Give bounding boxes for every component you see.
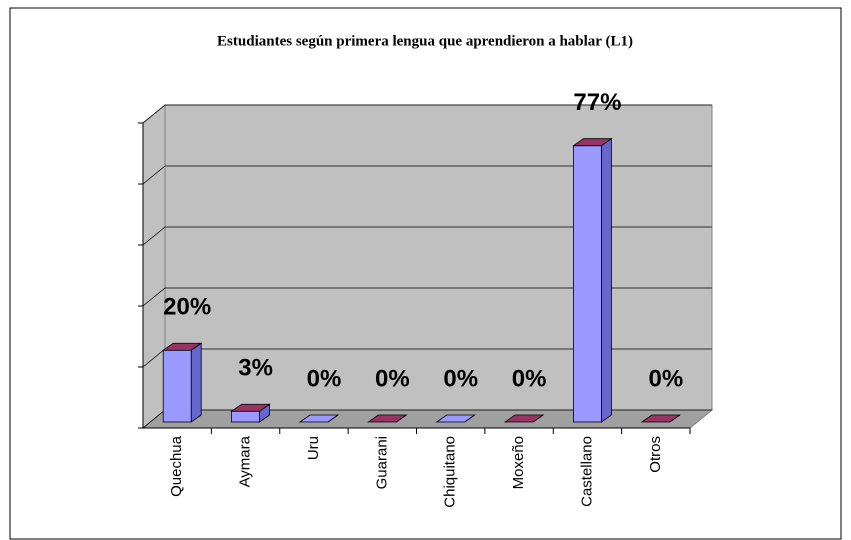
grid-line (142, 409, 166, 429)
grid-line (142, 348, 166, 368)
bar-top (161, 342, 203, 351)
x-tick-label: Guarani (373, 436, 390, 489)
x-tick-label: Uru (305, 436, 322, 460)
bar-top (367, 414, 408, 423)
bar-top (503, 414, 545, 423)
bar-top (298, 414, 340, 423)
bar-top (572, 138, 613, 147)
value-label: 0% (512, 365, 547, 392)
bar (231, 410, 260, 423)
side-wall (142, 103, 166, 430)
value-label: 0% (375, 365, 410, 392)
value-label: 0% (307, 365, 342, 392)
bar-top (435, 414, 476, 423)
bar (573, 145, 602, 423)
x-tick-label: Chiquitano (442, 436, 459, 508)
bar-side (601, 137, 612, 423)
x-tick-label: Moxeño (510, 436, 527, 489)
x-tick-label: Castellano (578, 436, 595, 507)
chart-title: Estudiantes según primera lengua que apr… (217, 33, 633, 49)
bar-top (640, 414, 682, 423)
x-tick-label: Otros (647, 436, 664, 473)
value-label: 0% (443, 365, 478, 392)
x-tick-label: Aymara (237, 435, 254, 487)
x-tick-label: Quechua (168, 435, 185, 497)
bar-side (190, 342, 202, 423)
value-label: 3% (238, 355, 273, 382)
bar-top (230, 403, 271, 412)
value-label: 20% (163, 294, 211, 321)
bar (162, 349, 192, 423)
value-label: 77% (573, 89, 621, 116)
grid-line (142, 287, 166, 307)
floor (141, 409, 714, 429)
grid-line (142, 226, 166, 246)
value-label: 0% (648, 365, 683, 392)
grid-line (142, 104, 166, 124)
grid-line (142, 165, 166, 185)
